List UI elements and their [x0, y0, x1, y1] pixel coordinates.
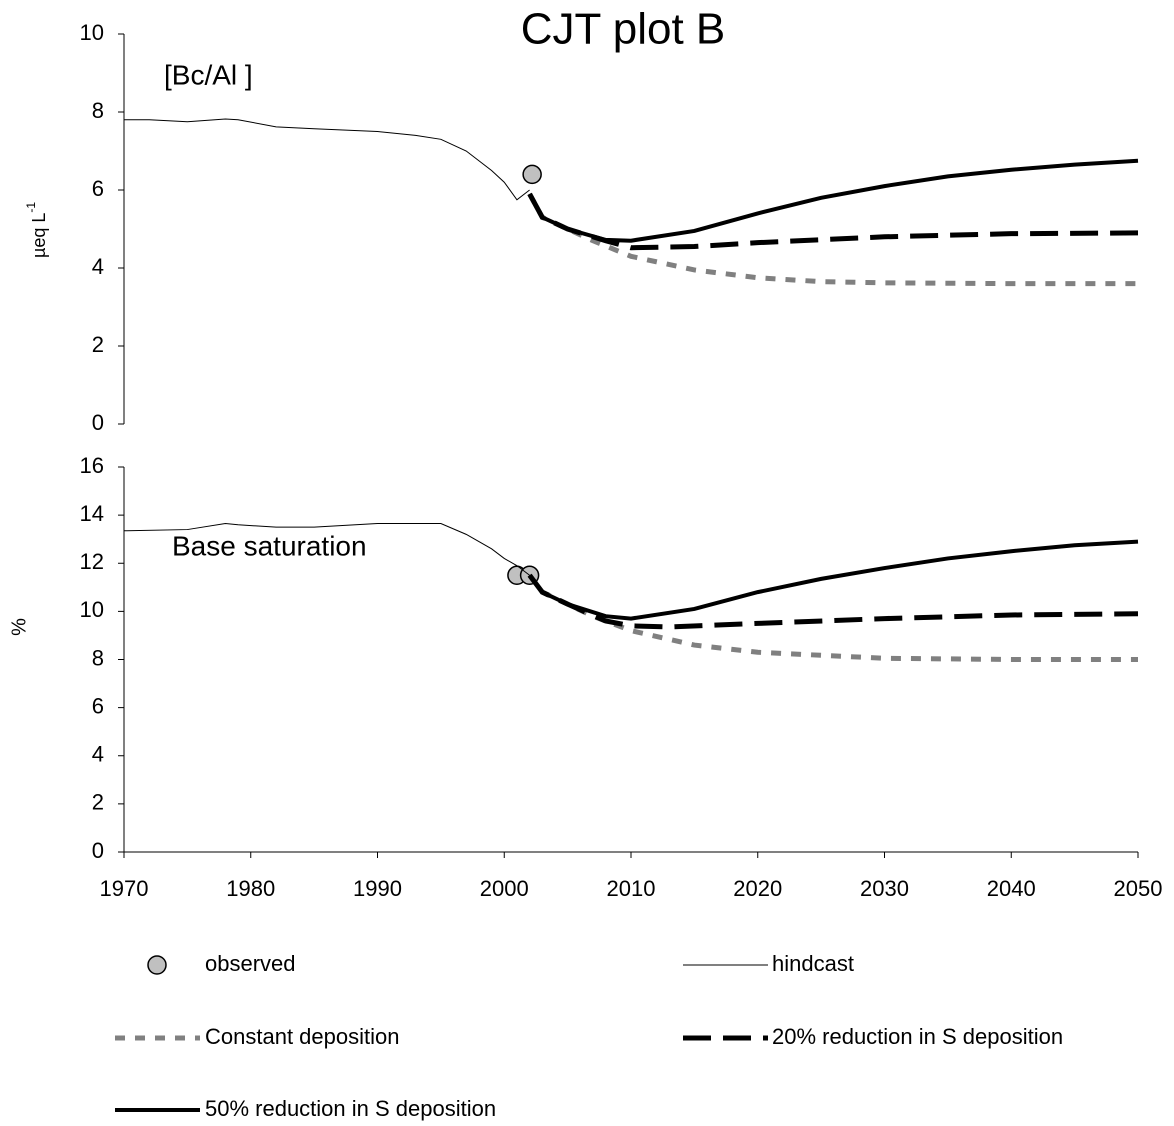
- series-line: [123, 523, 530, 576]
- annotation: [Bc/Al ]: [164, 59, 253, 90]
- y-axis-label: %: [8, 618, 30, 636]
- y-tick-label: 0: [92, 410, 104, 435]
- y-tick-label: 0: [92, 838, 104, 863]
- y-axis-label: µeq L-1: [24, 202, 49, 258]
- x-tick-label: 2040: [987, 876, 1036, 901]
- x-tick-label: 1980: [226, 876, 275, 901]
- y-tick-label: 6: [92, 176, 104, 201]
- y-tick-label: 8: [92, 645, 104, 670]
- y-tick-label: 4: [92, 254, 104, 279]
- x-tick-label: 1970: [100, 876, 149, 901]
- y-tick-label: 8: [92, 98, 104, 123]
- series-line: [124, 118, 530, 201]
- chart-title: CJT plot B: [521, 5, 726, 54]
- y-tick-label: 12: [80, 549, 104, 574]
- x-tick-label: 1990: [353, 876, 402, 901]
- x-tick-label: 2050: [1114, 876, 1163, 901]
- x-tick-label: 2000: [480, 876, 529, 901]
- y-tick-label: 2: [92, 332, 104, 357]
- y-axis-label-sup: -1: [24, 202, 38, 213]
- observed-point: [522, 164, 542, 185]
- legend-label: Constant deposition: [205, 1024, 399, 1049]
- legend-label: 20% reduction in S deposition: [772, 1024, 1063, 1049]
- x-tick-label: 2020: [733, 876, 782, 901]
- x-tick-label: 2030: [860, 876, 909, 901]
- y-tick-label: 10: [80, 597, 104, 622]
- series-line: [527, 158, 1139, 243]
- y-tick-label: 14: [80, 501, 104, 526]
- y-tick-label: 4: [92, 742, 104, 767]
- series-line: [528, 539, 1139, 621]
- y-tick-label: 10: [80, 20, 104, 45]
- y-tick-label: 16: [80, 453, 104, 478]
- x-tick-label: 2010: [607, 876, 656, 901]
- y-tick-label: 6: [92, 693, 104, 718]
- legend-label: 50% reduction in S deposition: [205, 1096, 496, 1121]
- y-tick-label: 2: [92, 790, 104, 815]
- y-axis-label-text: µeq L: [29, 213, 49, 258]
- legend-label: hindcast: [772, 951, 854, 976]
- legend-label: observed: [205, 951, 296, 976]
- annotation: Base saturation: [172, 530, 367, 561]
- legend-marker: [147, 955, 167, 975]
- series-line: [527, 573, 1139, 630]
